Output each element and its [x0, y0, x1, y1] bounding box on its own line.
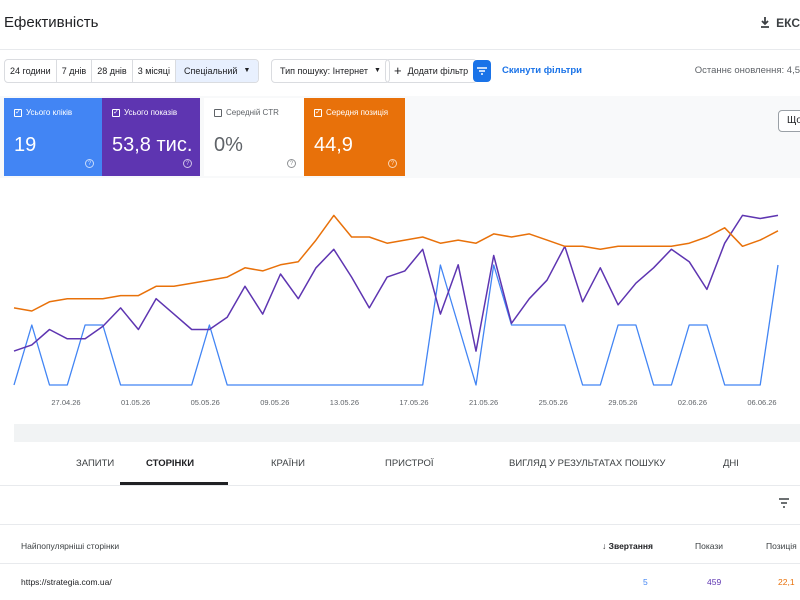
filter-options-button[interactable] — [473, 60, 491, 82]
checkbox-unchecked-icon — [214, 108, 222, 117]
caret-down-icon: ▼ — [373, 67, 381, 74]
tab-pages[interactable]: СТОРІНКИ — [146, 458, 195, 469]
row-position: 22,1 — [778, 577, 795, 587]
metric-card-clicks[interactable]: ✓ Усього кліків 19 ? — [4, 98, 102, 176]
help-icon[interactable]: ? — [183, 159, 192, 168]
export-button[interactable]: ЕКС — [760, 16, 800, 30]
x-tick-label: 01.05.26 — [121, 398, 150, 407]
help-icon[interactable]: ? — [287, 159, 296, 168]
performance-chart: 27.04.26 01.05.26 05.05.26 09.05.26 13.05.26… — [13, 214, 779, 407]
date-range-custom[interactable]: Спеціальний ▼ — [175, 60, 259, 82]
metric-value: 44,9 — [314, 134, 353, 156]
chart-x-ticks: 27.04.26 01.05.26 05.05.26 09.05.26 13.05.26… — [51, 398, 776, 407]
section-divider — [14, 424, 800, 442]
help-icon[interactable]: ? — [85, 159, 94, 168]
date-range-selector: 24 години 7 днів 28 днів 3 місяці Спеціа… — [4, 59, 260, 83]
x-tick-label: 13.05.26 — [330, 398, 359, 407]
date-range-3m[interactable]: 3 місяці — [133, 60, 176, 82]
x-tick-label: 02.06.26 — [678, 398, 707, 407]
page-title: Ефективність — [4, 14, 99, 31]
caret-down-icon: ▼ — [243, 67, 251, 74]
last-updated-text: Останнє оновлення: 4,5 — [694, 65, 800, 76]
metric-value: 19 — [14, 134, 37, 156]
series-line-clicks — [13, 264, 779, 386]
metric-label: Середній CTR — [226, 108, 279, 117]
what-button[interactable]: Що — [778, 110, 800, 132]
active-tab-indicator — [120, 482, 228, 485]
download-icon — [761, 17, 770, 28]
add-filter-label: Додати фільтр — [407, 66, 469, 76]
col-header-clicks[interactable]: ↓ Звертання — [602, 541, 653, 551]
search-type-dropdown[interactable]: Тип пошуку: Інтернет ▼ — [271, 59, 390, 83]
filter-sliders-icon — [477, 67, 487, 75]
tab-queries[interactable]: ЗАПИТИ — [76, 458, 115, 469]
export-label: ЕКС — [776, 16, 800, 30]
checkbox-checked-icon: ✓ — [314, 108, 322, 117]
metric-label: Середня позиція — [326, 108, 389, 117]
reset-filters-link[interactable]: Скинути фільтри — [502, 65, 583, 76]
col-header-position[interactable]: Позиція — [766, 541, 797, 551]
x-tick-label: 06.06.26 — [747, 398, 776, 407]
date-range-7d[interactable]: 7 днів — [57, 60, 93, 82]
metric-value: 0% — [214, 134, 243, 156]
tab-countries[interactable]: КРАЇНИ — [271, 458, 305, 469]
date-range-24h[interactable]: 24 години — [5, 60, 57, 82]
add-filter-button[interactable]: + Додати фільтр — [385, 59, 478, 83]
tab-days[interactable]: ДНІ — [723, 458, 739, 469]
x-tick-label: 09.05.26 — [260, 398, 289, 407]
row-impressions: 459 — [707, 577, 722, 587]
x-tick-label: 27.04.26 — [51, 398, 80, 407]
checkbox-checked-icon: ✓ — [14, 108, 22, 117]
col-header-page[interactable]: Найпопулярніші сторінки — [21, 541, 120, 551]
table-header: Найпопулярніші сторінки ↓ Звертання Пока… — [0, 524, 800, 564]
metric-label: Усього показів — [124, 108, 178, 117]
tab-search-appearance[interactable]: ВИГЛЯД У РЕЗУЛЬТАТАХ ПОШУКУ — [509, 458, 666, 469]
col-header-impressions[interactable]: Покази — [695, 541, 724, 551]
date-range-custom-label: Спеціальний — [183, 66, 238, 76]
sort-down-arrow-icon: ↓ — [602, 541, 607, 551]
x-tick-label: 25.05.26 — [539, 398, 568, 407]
row-page-url[interactable]: https://strategia.com.ua/ — [21, 577, 112, 587]
x-tick-label: 29.05.26 — [608, 398, 637, 407]
x-tick-label: 21.05.26 — [469, 398, 498, 407]
tab-devices[interactable]: ПРИСТРОЇ — [385, 458, 434, 469]
metric-card-ctr[interactable]: Середній CTR 0% ? — [204, 98, 304, 176]
help-icon[interactable]: ? — [388, 159, 397, 168]
series-line-impressions — [13, 214, 779, 352]
search-type-label: Тип пошуку: Інтернет — [280, 66, 368, 76]
checkbox-checked-icon: ✓ — [112, 108, 120, 117]
series-line-position — [13, 214, 779, 312]
metric-value: 53,8 тис. — [112, 134, 193, 156]
x-tick-label: 17.05.26 — [399, 398, 428, 407]
chart-series-layer — [13, 214, 779, 386]
filter-toolbar: 24 години 7 днів 28 днів 3 місяці Спеціа… — [0, 56, 800, 86]
metric-card-position[interactable]: ✓ Середня позиція 44,9 ? — [304, 98, 405, 176]
dimension-tabs: ЗАПИТИ СТОРІНКИ КРАЇНИ ПРИСТРОЇ ВИГЛЯД У… — [0, 442, 800, 486]
table-row[interactable]: https://strategia.com.ua/ 5 459 22,1 — [0, 564, 800, 600]
metric-card-impressions[interactable]: ✓ Усього показів 53,8 тис. ? — [102, 98, 200, 176]
row-clicks: 5 — [643, 577, 648, 587]
x-tick-label: 05.05.26 — [191, 398, 220, 407]
col-header-clicks-label: Звертання — [608, 541, 653, 551]
date-range-28d[interactable]: 28 днів — [92, 60, 133, 82]
page-header: Ефективність ЕКС — [0, 0, 800, 50]
table-filter-icon[interactable] — [778, 495, 790, 511]
plus-icon: + — [394, 63, 402, 78]
metric-label: Усього кліків — [26, 108, 73, 117]
